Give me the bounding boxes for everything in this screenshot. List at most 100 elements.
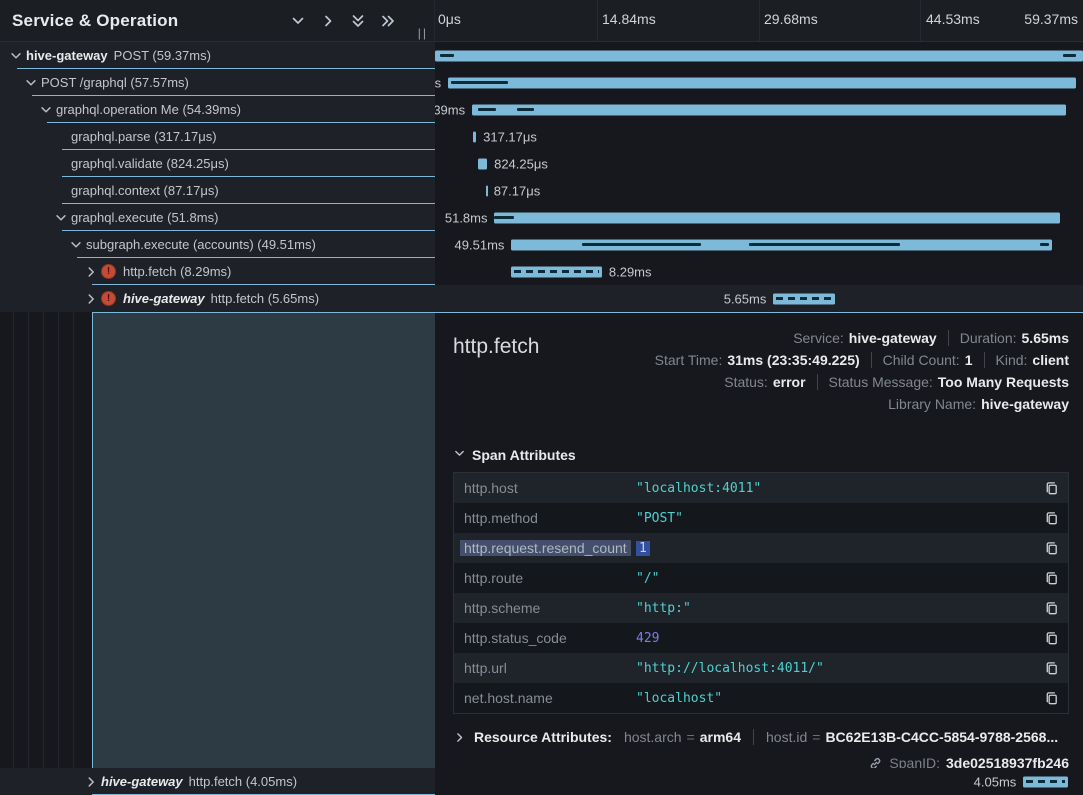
chevron-right-icon[interactable] <box>83 291 98 306</box>
timeline-row[interactable]: 49.51ms <box>435 231 1083 258</box>
chevron-down-icon[interactable] <box>8 48 23 63</box>
span-tree-row[interactable]: graphql.context (87.17μs) <box>0 177 435 204</box>
span-duration-label: 5.65ms <box>724 291 767 306</box>
timeline-row[interactable]: 317.17μs <box>435 123 1083 150</box>
timeline-row[interactable]: 54.39ms <box>435 96 1083 123</box>
timeline-row[interactable]: 824.25μs <box>435 150 1083 177</box>
span-label: graphql.validate (824.25μs) <box>71 156 229 171</box>
axis-tick-label: 59.37ms <box>1024 11 1078 27</box>
attribute-row[interactable]: http.status_code429 <box>454 623 1068 653</box>
attribute-row[interactable]: http.request.resend_count1 <box>454 533 1068 563</box>
span-bar[interactable] <box>1023 776 1067 787</box>
copy-icon[interactable] <box>1034 661 1068 676</box>
child-span-marker <box>478 108 496 111</box>
span-tree-row[interactable]: POST /graphql (57.57ms) <box>0 69 435 96</box>
span-tree: hive-gatewayPOST (59.37ms)POST /graphql … <box>0 42 435 312</box>
chevron-down-icon[interactable] <box>23 75 38 90</box>
panel-title: Service & Operation <box>12 11 289 31</box>
copy-icon[interactable] <box>1034 691 1068 706</box>
span-bar[interactable] <box>472 104 1066 115</box>
span-bar[interactable] <box>511 266 601 277</box>
span-tree-row[interactable]: graphql.validate (824.25μs) <box>0 150 435 177</box>
span-bar[interactable] <box>473 131 476 142</box>
attribute-row[interactable]: net.host.name"localhost" <box>454 683 1068 713</box>
timeline-row[interactable]: 59.37ms <box>435 42 1083 69</box>
axis-tick-label: 29.68ms <box>764 11 818 27</box>
span-bar[interactable] <box>511 239 1051 250</box>
double-chevron-right-icon[interactable] <box>379 12 396 29</box>
copy-icon[interactable] <box>1034 631 1068 646</box>
service-name: hive-gateway <box>101 774 183 789</box>
meta-value: hive-gateway <box>849 330 937 346</box>
attribute-row[interactable]: http.scheme"http:" <box>454 593 1068 623</box>
span-duration-label: 49.51ms <box>455 237 505 252</box>
attribute-row[interactable]: http.host"localhost:4011" <box>454 473 1068 503</box>
span-tree-row[interactable]: hive-gateway http.fetch (4.05ms) <box>0 768 435 795</box>
meta-item: Status:error <box>724 374 805 390</box>
meta-value: client <box>1032 352 1069 368</box>
span-bar[interactable] <box>773 293 835 304</box>
timeline-row[interactable]: 8.29ms <box>435 258 1083 285</box>
span-bar[interactable] <box>435 50 1083 61</box>
attribute-row[interactable]: http.route"/" <box>454 563 1068 593</box>
chevron-right-icon[interactable] <box>83 264 98 279</box>
span-bar[interactable] <box>448 77 1076 88</box>
meta-item: Duration:5.65ms <box>948 330 1069 346</box>
chevron-right-icon[interactable] <box>319 12 336 29</box>
meta-item: Child Count:1 <box>871 352 973 368</box>
span-tree-row[interactable]: !hive-gatewayhttp.fetch (5.65ms) <box>0 285 435 312</box>
copy-icon[interactable] <box>1034 541 1068 556</box>
child-span-marker <box>1063 54 1076 57</box>
attribute-value: 429 <box>636 631 1034 646</box>
copy-icon[interactable] <box>1034 571 1068 586</box>
span-tree-row[interactable]: graphql.parse (317.17μs) <box>0 123 435 150</box>
chevron-down-icon[interactable] <box>38 102 53 117</box>
panel-resize-handle[interactable]: || <box>418 26 428 40</box>
span-tree-row[interactable]: graphql.execute (51.8ms) <box>0 204 435 231</box>
meta-item: Kind:client <box>984 352 1070 368</box>
span-title: http.fetch <box>453 327 539 415</box>
span-tree-row[interactable]: hive-gatewayPOST (59.37ms) <box>0 42 435 69</box>
timeline-row[interactable]: 57.57ms <box>435 69 1083 96</box>
span-label: graphql.context (87.17μs) <box>71 183 219 198</box>
span-tree-row[interactable]: subgraph.execute (accounts) (49.51ms) <box>0 231 435 258</box>
resource-attributes-toggle[interactable]: Resource Attributes: host.arch=arm64host… <box>453 729 1069 745</box>
span-bar[interactable] <box>494 212 1059 223</box>
span-label: http.fetch (4.05ms) <box>189 774 297 789</box>
copy-icon[interactable] <box>1034 601 1068 616</box>
chevron-right-icon[interactable] <box>83 774 98 789</box>
attribute-value: 1 <box>636 541 1034 556</box>
chevron-down-icon[interactable] <box>289 12 306 29</box>
chevron-down-icon <box>453 447 466 463</box>
chevron-down-icon[interactable] <box>53 210 68 225</box>
child-span-marker <box>749 243 900 246</box>
span-tree-row[interactable]: !http.fetch (8.29ms) <box>0 258 435 285</box>
span-duration-label: 54.39ms <box>435 102 465 117</box>
attribute-value: "http://localhost:4011/" <box>636 661 1034 676</box>
timeline-row[interactable]: 87.17μs <box>435 177 1083 204</box>
span-tree-row[interactable]: graphql.operation Me (54.39ms) <box>0 96 435 123</box>
meta-item: Library Name:hive-gateway <box>888 396 1069 412</box>
axis-tick-label: 0μs <box>438 11 461 27</box>
span-bar[interactable] <box>478 158 487 169</box>
resource-attribute: host.arch=arm64 <box>624 729 741 745</box>
span-duration-label: 51.8ms <box>445 210 488 225</box>
timeline-row[interactable]: 4.05ms <box>435 768 1083 795</box>
chevron-down-icon[interactable] <box>68 237 83 252</box>
copy-icon[interactable] <box>1034 511 1068 526</box>
span-tree-bottom: hive-gateway http.fetch (4.05ms) <box>0 768 435 795</box>
span-attributes-toggle[interactable]: Span Attributes <box>453 447 1069 463</box>
meta-value: 31ms (23:35:49.225) <box>727 352 859 368</box>
timeline-row[interactable]: 51.8ms <box>435 204 1083 231</box>
timeline-row[interactable]: 5.65ms <box>435 285 1083 312</box>
meta-label: Service: <box>793 330 844 346</box>
copy-icon[interactable] <box>1034 481 1068 496</box>
double-chevron-down-icon[interactable] <box>349 12 366 29</box>
span-duration-label: 57.57ms <box>435 75 441 90</box>
attribute-row[interactable]: http.url"http://localhost:4011/" <box>454 653 1068 683</box>
attribute-row[interactable]: http.method"POST" <box>454 503 1068 533</box>
meta-label: Child Count: <box>883 352 960 368</box>
span-bar[interactable] <box>486 185 488 196</box>
child-span-marker <box>440 54 454 57</box>
attribute-key: http.route <box>454 570 636 586</box>
